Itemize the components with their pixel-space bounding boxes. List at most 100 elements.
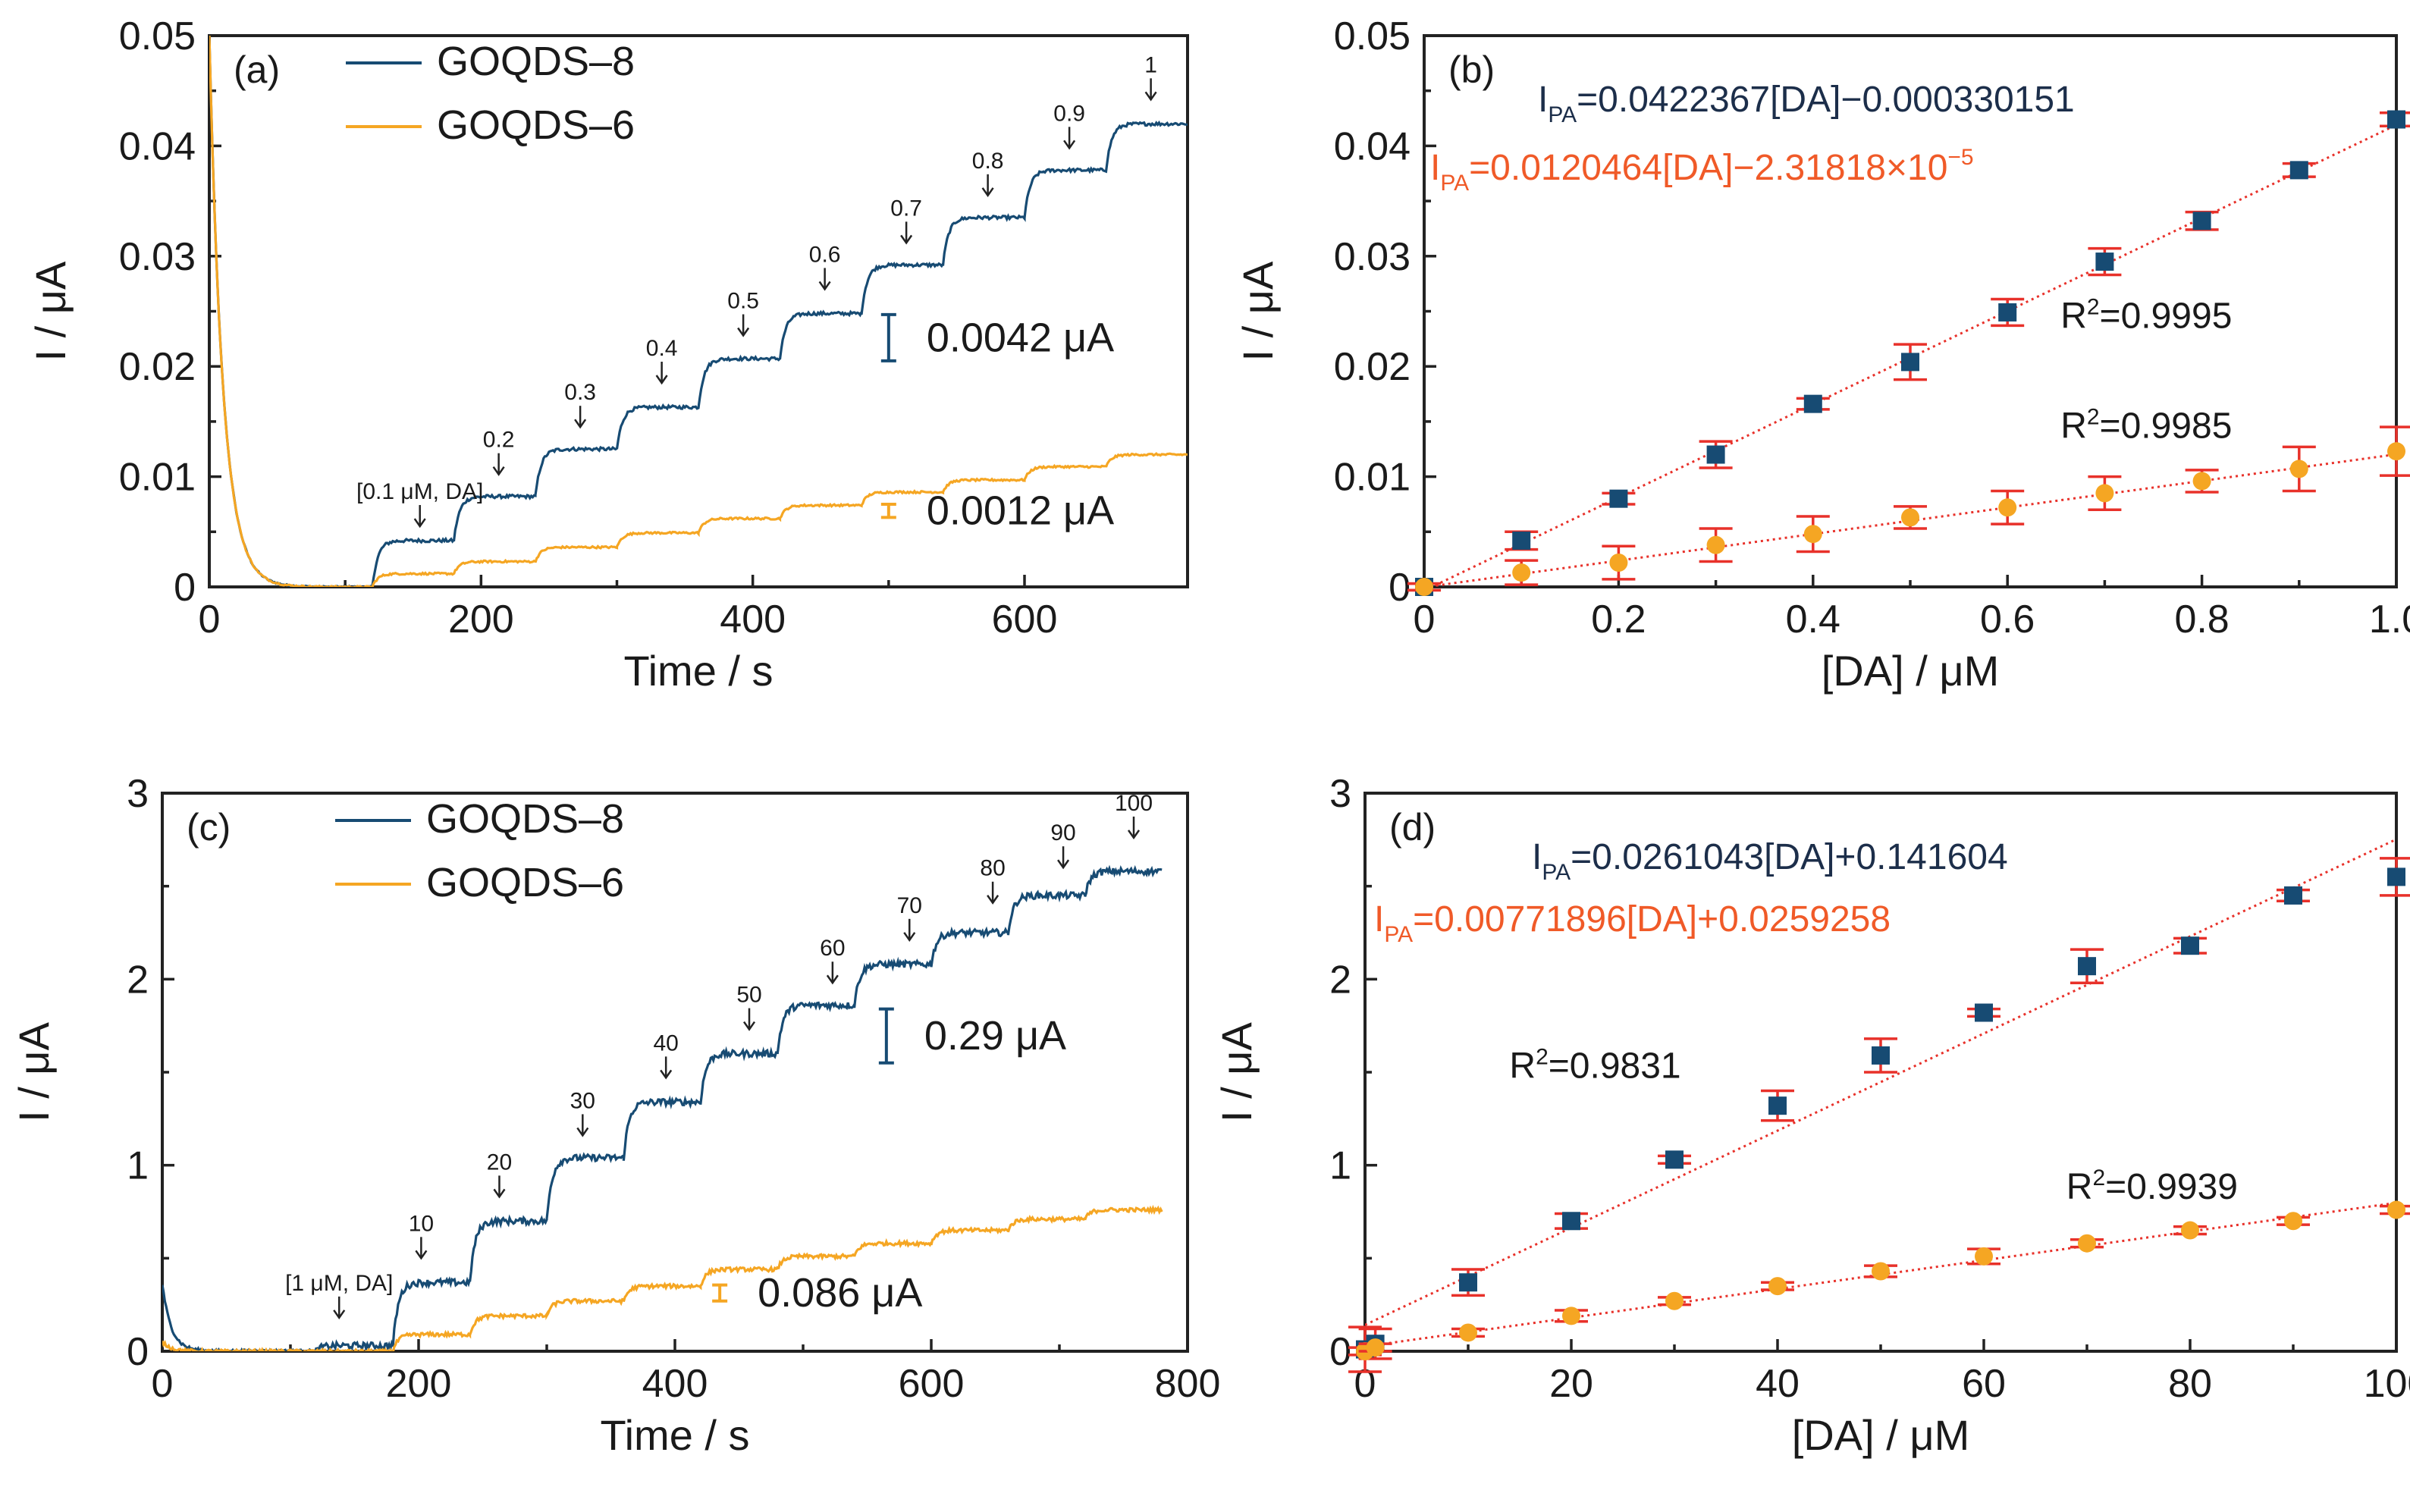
concentration-label: 100 [1115, 791, 1153, 816]
data-point-circle [1366, 1338, 1385, 1357]
fit-line [1365, 1201, 2396, 1348]
arrow-head [660, 1069, 673, 1080]
arrow-head [492, 466, 505, 476]
data-point-square [1609, 489, 1628, 508]
data-point-square [2284, 886, 2302, 905]
data-point-circle [1459, 1323, 1477, 1342]
plot-frame [161, 792, 1189, 1353]
panel-c: 0 200 400 600 800 0 1 2 3 Time / s I / μA (c) GOQDS–… [10, 772, 1220, 1459]
panel-label: (c) [187, 806, 231, 849]
fit-line [1429, 124, 2396, 587]
data-point-circle [1768, 1277, 1787, 1296]
fit-line [1365, 838, 2396, 1326]
data-point-circle [1998, 498, 2017, 517]
arrow-head [981, 187, 994, 198]
concentration-label: 0.7 [890, 196, 922, 221]
x-tick-label: 0.6 [1980, 598, 2035, 642]
data-point-square [1872, 1046, 1890, 1065]
data-point-circle [1872, 1262, 1890, 1281]
panel-b: 0 0.2 0.4 0.6 0.8 1.0 0 0.01 0.02 0.03 0.04 0.05 [DA… [1234, 14, 2410, 695]
arrow-head [333, 1310, 346, 1320]
y-tick-label: 0 [127, 1330, 149, 1374]
x-tick-label: 0 [199, 598, 221, 642]
arrow-head [1144, 91, 1157, 102]
scale-bar-label: 0.086 μA [758, 1270, 922, 1316]
concentration-label: 0.6 [809, 242, 841, 267]
data-point-square [2095, 253, 2114, 271]
concentration-label: 50 [736, 983, 761, 1008]
y-axis-title: I / μA [10, 1021, 58, 1122]
data-point-square [2192, 212, 2211, 231]
x-tick-label: 0 [152, 1362, 174, 1406]
panel-label: (b) [1448, 49, 1495, 91]
x-tick-label: 20 [1549, 1362, 1593, 1406]
legend-label: GOQDS–6 [426, 860, 624, 905]
data-point-circle [1562, 1307, 1580, 1325]
concentration-label: 40 [653, 1030, 678, 1056]
concentration-label: 0.5 [727, 288, 759, 313]
y-tick-label: 2 [127, 958, 149, 1002]
y-tick-label: 0.02 [119, 345, 196, 389]
y-axis-title: I / μA [27, 261, 74, 362]
data-point-square [2181, 936, 2199, 955]
arrow-head [655, 375, 668, 385]
data-point-circle [1901, 508, 1919, 527]
concentration-label: 0.2 [483, 428, 515, 453]
data-point-square [1975, 1003, 1993, 1022]
fit-equation: IPA=0.0422367[DA]−0.000330151 [1538, 80, 2075, 127]
concentration-label: 0.9 [1053, 101, 1085, 126]
concentration-label: 10 [409, 1211, 434, 1236]
r-squared: R2=0.9985 [2060, 405, 2232, 447]
x-tick-label: 1.0 [2369, 598, 2410, 642]
x-tick-label: 60 [1962, 1362, 2006, 1406]
x-tick-label: 600 [899, 1362, 965, 1406]
concentration-label: 20 [487, 1150, 512, 1175]
data-point-square [2387, 867, 2405, 886]
data-point-square [2387, 110, 2405, 129]
r-squared: R2=0.9831 [1509, 1044, 1680, 1086]
concentration-label: 80 [980, 856, 1005, 881]
y-tick-label: 0.05 [119, 14, 196, 58]
y-axis-title: I / μA [1213, 1021, 1260, 1122]
y-tick-label: 1 [127, 1144, 149, 1188]
scale-bar-label: 0.0012 μA [927, 488, 1114, 534]
panel-d: 0204060801000123[DA] / μMI / μA(d)IPA=0.… [1213, 772, 2410, 1459]
x-tick-label: 800 [1155, 1362, 1221, 1406]
arrow-head [415, 1250, 428, 1260]
series-line-goqds6 [162, 1204, 1163, 1351]
y-tick-label: 0 [1389, 566, 1411, 610]
y-tick-label: 0.04 [1334, 124, 1411, 168]
y-tick-label: 3 [127, 772, 149, 816]
data-point-square [2289, 161, 2308, 180]
series-line-goqds6 [209, 36, 1188, 587]
data-point-square [1803, 394, 1822, 413]
x-tick-label: 0.8 [2174, 598, 2229, 642]
data-point-circle [2387, 442, 2405, 461]
data-point-circle [1415, 578, 1433, 596]
x-axis-title: Time / s [600, 1411, 749, 1459]
concentration-label: 0.8 [972, 149, 1004, 174]
y-tick-label: 0 [1329, 1330, 1351, 1374]
data-point-circle [1512, 563, 1531, 582]
legend-label: GOQDS–8 [426, 796, 624, 842]
concentration-label: [1 μM, DA] [285, 1271, 393, 1296]
data-point-square [1459, 1273, 1477, 1292]
x-tick-label: 400 [720, 598, 786, 642]
panel-label: (a) [234, 49, 280, 91]
data-point-circle [1665, 1291, 1684, 1310]
data-point-circle [2289, 460, 2308, 478]
r-squared: R2=0.9995 [2060, 294, 2232, 336]
y-tick-label: 0.03 [119, 235, 196, 279]
arrow-head [493, 1188, 506, 1199]
data-point-circle [2181, 1221, 2199, 1240]
arrow-head [903, 932, 916, 942]
x-tick-label: 40 [1756, 1362, 1800, 1406]
arrow-head [987, 895, 999, 905]
panel-label: (d) [1389, 806, 1436, 849]
arrow-head [1063, 140, 1076, 150]
arrow-head [742, 1021, 756, 1031]
data-point-circle [1609, 554, 1628, 572]
concentration-label: 1 [1144, 52, 1157, 77]
x-tick-label: 600 [992, 598, 1058, 642]
